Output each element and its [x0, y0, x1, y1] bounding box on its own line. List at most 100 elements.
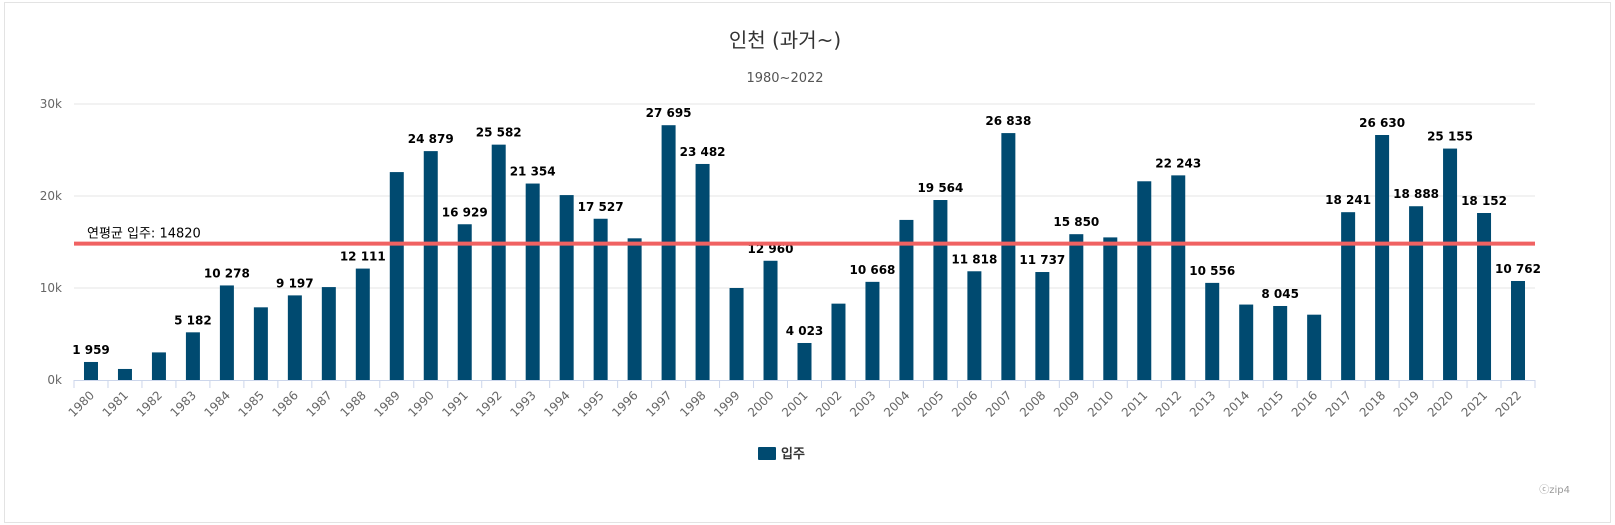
- x-tick-label: 2020: [1425, 388, 1456, 419]
- data-label: 10 278: [204, 266, 250, 280]
- bar[interactable]: [695, 163, 710, 380]
- bars[interactable]: [83, 125, 1526, 381]
- bar[interactable]: [899, 219, 914, 380]
- x-tick-label: 1995: [575, 388, 606, 419]
- bar[interactable]: [321, 287, 336, 380]
- bar[interactable]: [457, 224, 472, 380]
- legend-label[interactable]: 입주: [781, 447, 805, 462]
- data-label: 5 182: [174, 313, 212, 327]
- x-tick-label: 1986: [269, 388, 300, 419]
- bar[interactable]: [1035, 272, 1050, 380]
- bar[interactable]: [1171, 175, 1186, 380]
- credit-text: ⓒzip4: [1539, 484, 1570, 496]
- data-labels: 1 959 5 182 10 278 9 197 12 111 24 879 16 929 2…: [72, 106, 1541, 357]
- data-label: 9 197: [276, 276, 314, 290]
- x-tick-label: 2010: [1085, 388, 1116, 419]
- bar[interactable]: [389, 172, 404, 380]
- grid-lines: [74, 103, 1535, 289]
- bar[interactable]: [593, 218, 608, 380]
- data-label: 25 155: [1427, 130, 1473, 144]
- bar[interactable]: [1137, 181, 1152, 380]
- x-tick-label: 2014: [1221, 388, 1252, 419]
- x-tick-label: 2005: [915, 388, 946, 419]
- bar[interactable]: [831, 303, 846, 380]
- bar[interactable]: [1443, 148, 1458, 380]
- bar[interactable]: [661, 125, 676, 381]
- x-tick-label: 2009: [1051, 388, 1082, 419]
- bar[interactable]: [355, 268, 370, 380]
- x-tick-label: 1991: [439, 388, 470, 419]
- bar[interactable]: [559, 195, 574, 380]
- x-tick-label: 2012: [1153, 388, 1184, 419]
- bar[interactable]: [1511, 280, 1526, 380]
- x-tick-label: 1980: [66, 388, 97, 419]
- x-tick-label: 1985: [235, 388, 266, 419]
- x-tick-label: 2006: [949, 388, 980, 419]
- bar[interactable]: [865, 281, 880, 380]
- bar[interactable]: [967, 271, 982, 380]
- y-tick-label: 10k: [40, 281, 62, 295]
- x-tick-label: 2017: [1323, 388, 1354, 419]
- x-tick-label: 2001: [779, 388, 810, 419]
- legend-swatch[interactable]: [758, 447, 776, 460]
- data-label: 25 582: [476, 126, 522, 140]
- data-label: 10 762: [1495, 262, 1541, 276]
- x-tick-label: 1998: [677, 388, 708, 419]
- bar[interactable]: [627, 238, 642, 380]
- data-label: 23 482: [680, 145, 726, 159]
- x-tick-label: 2021: [1459, 388, 1490, 419]
- x-tick-label: 2013: [1187, 388, 1218, 419]
- bar[interactable]: [219, 285, 234, 380]
- data-label: 12 111: [340, 250, 386, 264]
- legend[interactable]: 입주: [758, 447, 805, 462]
- bar[interactable]: [1069, 234, 1084, 380]
- x-tick-label: 2000: [745, 388, 776, 419]
- x-tick-label: 2008: [1017, 388, 1048, 419]
- bar[interactable]: [117, 368, 132, 380]
- x-tick-label: 2022: [1493, 388, 1524, 419]
- x-tick-label: 1996: [609, 388, 640, 419]
- x-tick-label: 1993: [507, 388, 538, 419]
- x-tick-label: 1981: [100, 388, 131, 419]
- x-tick-label: 1982: [134, 388, 165, 419]
- bar[interactable]: [763, 260, 778, 380]
- bar[interactable]: [1375, 135, 1390, 380]
- x-tick-label: 2011: [1119, 388, 1150, 419]
- x-tick-label: 1999: [711, 388, 742, 419]
- bar[interactable]: [1409, 206, 1424, 380]
- x-tick-label: 1990: [405, 388, 436, 419]
- data-label: 19 564: [917, 181, 963, 195]
- x-tick-label: 1984: [202, 388, 233, 419]
- x-tick-label: 1997: [643, 388, 674, 419]
- x-tick-label: 2007: [983, 388, 1014, 419]
- bar[interactable]: [185, 332, 200, 380]
- bar[interactable]: [797, 342, 812, 380]
- x-tick-label: 1988: [337, 388, 368, 419]
- bar[interactable]: [1477, 213, 1492, 380]
- data-label: 16 929: [442, 205, 488, 219]
- data-label: 17 527: [578, 200, 624, 214]
- data-label: 21 354: [510, 165, 556, 179]
- bar[interactable]: [253, 307, 268, 380]
- x-tick-label: 2002: [813, 388, 844, 419]
- bar[interactable]: [1341, 212, 1356, 380]
- bar[interactable]: [1103, 237, 1118, 380]
- bar[interactable]: [525, 183, 540, 380]
- data-label: 10 668: [849, 263, 895, 277]
- x-tick-label: 2019: [1391, 388, 1422, 419]
- data-label: 24 879: [408, 132, 454, 146]
- bar[interactable]: [287, 295, 302, 380]
- bar[interactable]: [729, 288, 744, 380]
- bar[interactable]: [933, 200, 948, 380]
- bar[interactable]: [1239, 304, 1254, 380]
- bar[interactable]: [83, 361, 98, 380]
- bar[interactable]: [491, 144, 506, 380]
- x-tick-label: 2018: [1357, 388, 1388, 419]
- bar[interactable]: [151, 352, 166, 380]
- bar[interactable]: [1273, 305, 1288, 380]
- bar[interactable]: [423, 151, 438, 380]
- bar[interactable]: [1205, 282, 1220, 380]
- data-label: 18 241: [1325, 193, 1371, 207]
- bar[interactable]: [1001, 133, 1016, 380]
- bar[interactable]: [1307, 314, 1322, 380]
